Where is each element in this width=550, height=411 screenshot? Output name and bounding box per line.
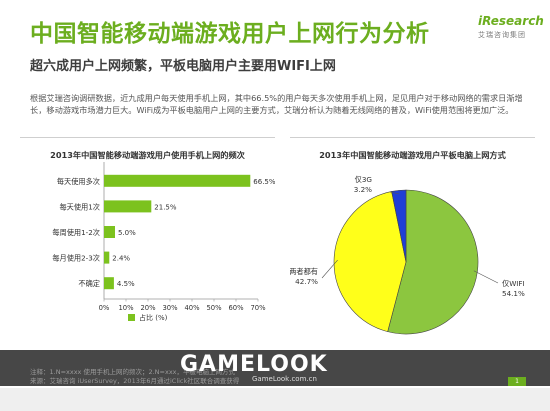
bar-1 <box>104 200 152 213</box>
pie-slice-0 <box>387 189 479 335</box>
bar-x-tick-label-3: 30% <box>162 304 178 312</box>
bar-chart: 每天使用多次 66.5% 每天使用1次 21.5% 每周使用1-2次 5.0% 每月使用2-… <box>52 162 276 322</box>
bar-value-label-0: 66.5% <box>253 178 275 186</box>
gamelook-watermark-logo: GAMELOOK <box>180 352 328 377</box>
bar-0 <box>104 174 251 187</box>
bar-x-tick-label-6: 60% <box>228 304 244 312</box>
pie-leader-line-0 <box>473 270 499 284</box>
pie-label-1: 两者都有 <box>290 267 318 276</box>
pie-label-0: 仅WIFI <box>502 279 525 288</box>
bar-x-tick-label-2: 20% <box>140 304 156 312</box>
bar-legend-label: 占比 (%) <box>139 313 168 322</box>
bar-x-tick-label-4: 40% <box>184 304 200 312</box>
page-number: 1 <box>508 377 526 386</box>
pie-value-label-0: 54.1% <box>502 289 525 298</box>
bar-4 <box>104 277 114 290</box>
bar-category-label-1: 每天使用1次 <box>59 202 100 211</box>
bar-3 <box>104 251 110 264</box>
pie-slice-2 <box>391 189 407 263</box>
pie-chart-title: 2013年中国智能移动端游戏用户平板电脑上网方式 <box>319 150 506 160</box>
bar-2 <box>104 226 115 238</box>
bar-chart-panel: 2013年中国智能移动端游戏用户使用手机上网的频次 每天使用多次 66.5% 每天使… <box>20 137 276 352</box>
footnote-line-1: 注释：1.N=xxxx 使用手机上网的频次；2.N=xxx，平板电脑上网方式 <box>30 368 236 376</box>
footnote-line-2: 来源：艾瑞咨询 iUserSurvey，2013年6月通过iClick社区联合调… <box>30 377 240 385</box>
footer-bar <box>0 388 550 411</box>
bar-x-tick-label-1: 10% <box>118 304 134 312</box>
footnote: 注释：1.N=xxxx 使用手机上网的频次；2.N=xxx，平板电脑上网方式 来… <box>30 368 500 386</box>
bar-category-label-2: 每周使用1-2次 <box>52 228 100 237</box>
bar-x-tick-label-0: 0% <box>99 304 110 312</box>
bar-category-label-3: 每月使用2-3次 <box>52 254 100 263</box>
bar-value-label-2: 5.0% <box>118 229 136 237</box>
logo-main-text: iResearch <box>478 14 544 28</box>
pie-value-label-2: 3.2% <box>354 185 372 194</box>
page-subtitle: 超六成用户上网频繁，平板电脑用户主要用WIFI上网 <box>30 59 336 74</box>
page-title: 中国智能移动端游戏用户上网行为分析 <box>30 21 430 47</box>
bar-value-label-3: 2.4% <box>112 255 130 263</box>
bar-legend-swatch <box>128 314 135 321</box>
bar-chart-title: 2013年中国智能移动端游戏用户使用手机上网的频次 <box>50 150 245 160</box>
watermark-banner <box>0 350 550 386</box>
pie-leader-line-1 <box>321 259 338 279</box>
bar-x-tick-label-5: 50% <box>206 304 222 312</box>
iresearch-logo: iResearch 艾瑞咨询集团 <box>478 14 544 48</box>
body-paragraph: 根据艾瑞咨询调研数据，近九成用户每天使用手机上网，其中66.5%的用户每天多次使… <box>30 93 523 115</box>
bar-category-label-4: 不确定 <box>78 279 100 288</box>
pie-slice-1 <box>333 191 407 332</box>
pie-label-2: 仅3G <box>355 175 372 184</box>
bar-value-label-4: 4.5% <box>117 280 135 288</box>
logo-sub-text: 艾瑞咨询集团 <box>478 31 526 39</box>
gamelook-watermark-url: GameLook.com.cn <box>252 375 317 383</box>
bar-value-label-1: 21.5% <box>154 203 177 211</box>
pie-chart-panel: 2013年中国智能移动端游戏用户平板电脑上网方式 仅WIFI 54.1% 两者都有 4… <box>289 137 535 352</box>
bar-category-label-0: 每天使用多次 <box>57 177 100 186</box>
pie-leader-line-2 <box>389 191 400 195</box>
pie-value-label-1: 42.7% <box>295 277 318 286</box>
bar-x-tick-label-7: 70% <box>250 304 266 312</box>
